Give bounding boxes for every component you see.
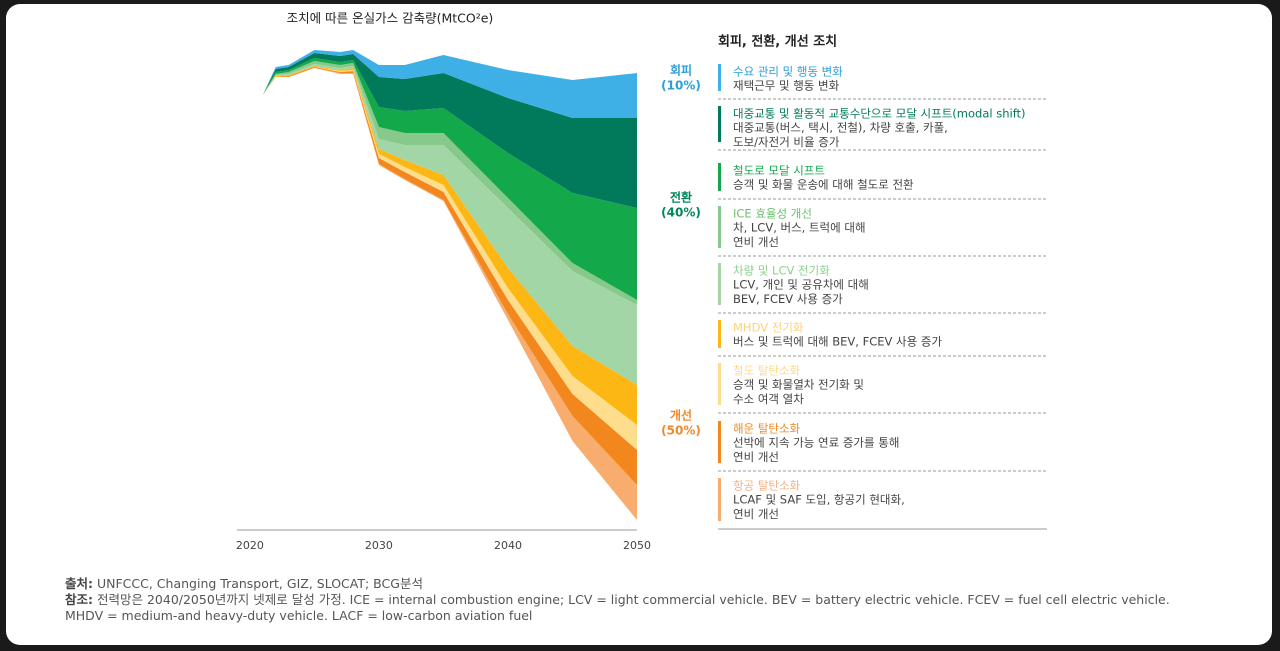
group-label: 개선	[670, 408, 692, 423]
x-tick-label: 2030	[365, 539, 393, 552]
chart-title: 조치에 따른 온실가스 감축량(MtCO²e)	[287, 11, 494, 26]
legend-entry: MHDV 전기화	[733, 321, 804, 335]
group-label: 전환	[670, 190, 692, 205]
source-text: UNFCCC, Changing Transport, GIZ, SLOCAT;…	[96, 576, 423, 591]
legend-description: 대중교통(버스, 택시, 전철), 차량 호출, 카풀,	[733, 121, 948, 135]
legend-swatch	[718, 363, 721, 405]
legend-entry: ICE 효율성 개선	[733, 207, 812, 221]
legend-swatch	[718, 478, 721, 521]
area	[237, 50, 637, 118]
group-share: (50%)	[661, 424, 701, 438]
legend-entry: 대중교통 및 활동적 교통수단으로 모달 시프트(modal shift)	[733, 107, 1026, 121]
legend-swatch	[718, 106, 721, 142]
footnote: 출처: UNFCCC, Changing Transport, GIZ, SLO…	[65, 576, 1190, 624]
source-label: 출처:	[65, 576, 93, 591]
legend-description: 재택근무 및 행동 변화	[733, 79, 840, 93]
legend-description: 수소 여객 열차	[733, 392, 804, 406]
legend-swatch	[718, 64, 721, 91]
x-tick-label: 2040	[494, 539, 522, 552]
legend-description: 버스 및 트럭에 대해 BEV, FCEV 사용 증가	[733, 335, 942, 349]
group-share: (10%)	[661, 79, 701, 93]
note: 참조: 전력망은 2040/2050년까지 넷제로 달성 가정. ICE = i…	[65, 592, 1190, 624]
note-label: 참조:	[65, 592, 93, 607]
legend-description: 승객 및 화물 운송에 대해 철도로 전환	[733, 178, 914, 192]
area	[237, 61, 637, 305]
legend-entry: 철도로 모달 시프트	[733, 164, 825, 178]
legend-entry: 해운 탈탄소화	[733, 422, 801, 436]
x-tick-label: 2020	[236, 539, 264, 552]
note-text: 전력망은 2040/2050년까지 넷제로 달성 가정. ICE = inter…	[65, 592, 1170, 623]
legend-entry: 차량 및 LCV 전기화	[733, 264, 830, 278]
legend-swatch	[718, 421, 721, 463]
legend-swatch	[718, 320, 721, 348]
legend-swatch	[718, 206, 721, 248]
legend-description: BEV, FCEV 사용 증가	[733, 292, 843, 306]
chart: 조치에 따른 온실가스 감축량(MtCO²e) 회피, 전환, 개선 조치 20…	[236, 11, 1047, 552]
legend-description: 도보/자전거 비율 증가	[733, 135, 840, 149]
legend-description: 연비 개선	[733, 450, 779, 464]
group-label: 회피	[670, 63, 692, 78]
x-tick-label: 2050	[623, 539, 651, 552]
area	[237, 58, 637, 300]
legend-title: 회피, 전환, 개선 조치	[718, 34, 837, 50]
legend-description: LCV, 개인 및 공유차에 대해	[733, 278, 869, 292]
legend-description: LCAF 및 SAF 도입, 항공기 현대화,	[733, 493, 905, 507]
legend-description: 연비 개선	[733, 507, 779, 521]
legend-entry: 철도 탈탄소화	[733, 364, 801, 378]
legend-description: 연비 개선	[733, 235, 779, 249]
legend-description: 차, LCV, 버스, 트럭에 대해	[733, 221, 866, 235]
page: 조치에 따른 온실가스 감축량(MtCO²e) 회피, 전환, 개선 조치 20…	[6, 4, 1272, 645]
source: 출처: UNFCCC, Changing Transport, GIZ, SLO…	[65, 576, 1190, 592]
legend-entry: 항공 탈탄소화	[733, 479, 801, 493]
area	[237, 67, 637, 450]
area	[237, 64, 637, 385]
legend-swatch	[718, 163, 721, 191]
legend-description: 승객 및 화물열차 전기화 및	[733, 378, 864, 392]
area	[237, 53, 637, 208]
area	[237, 66, 637, 425]
legend-swatch	[718, 263, 721, 305]
legend-description: 선박에 지속 가능 연료 증가를 통해	[733, 436, 899, 450]
legend-entry: 수요 관리 및 행동 변화	[733, 65, 843, 79]
group-share: (40%)	[661, 206, 701, 220]
